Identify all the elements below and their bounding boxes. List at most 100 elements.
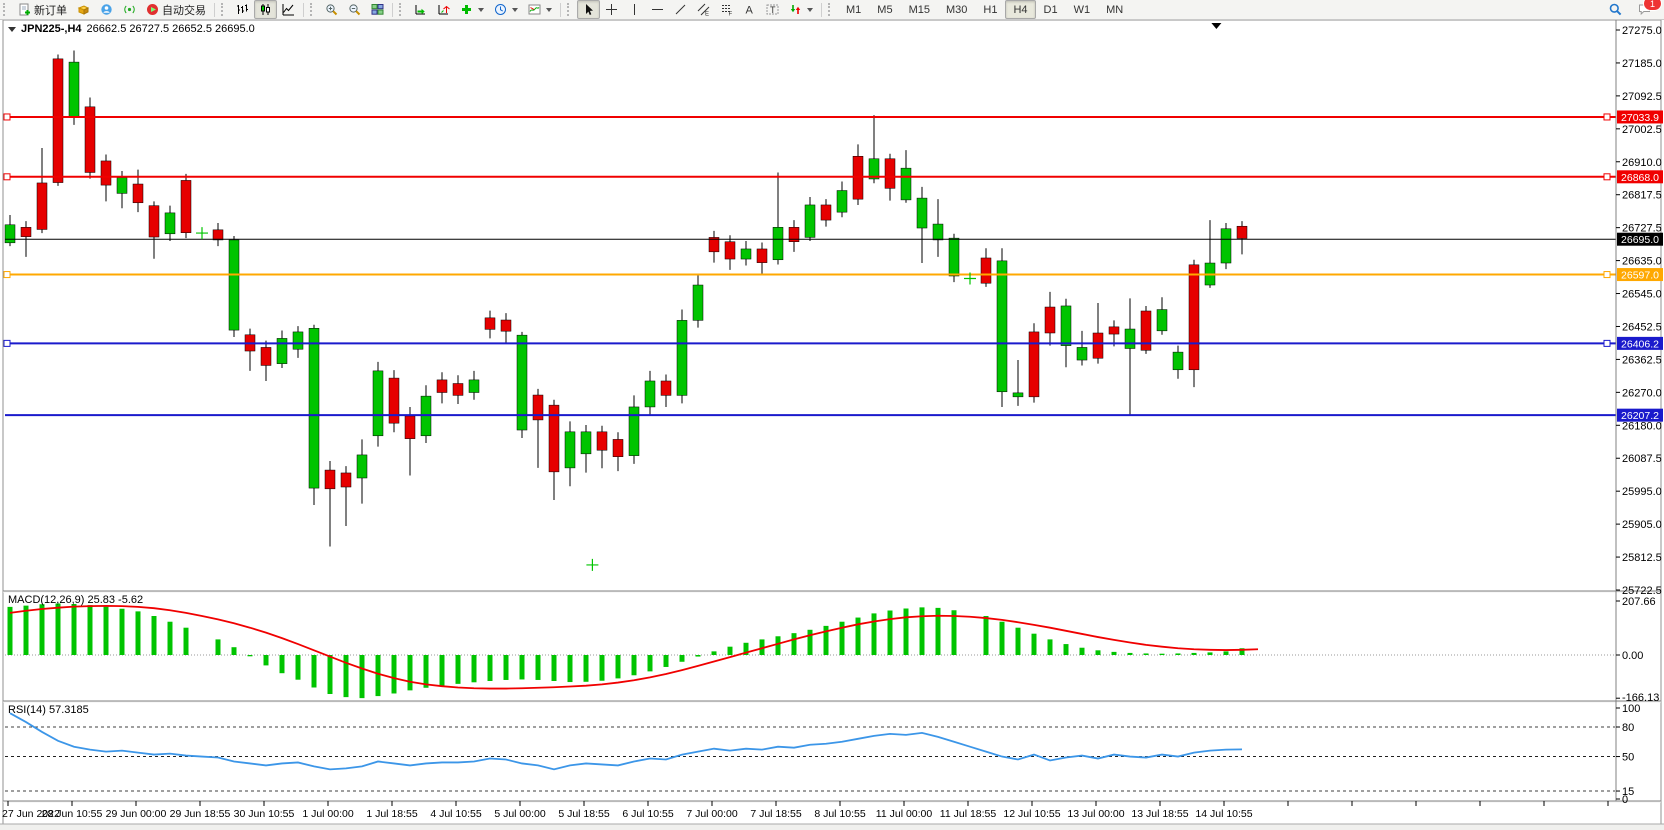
dropdown-caret-icon[interactable]	[512, 7, 518, 12]
horizontal-line-button[interactable]	[646, 0, 669, 19]
cross-marker-icon[interactable]	[586, 558, 599, 571]
toolbar-grip[interactable]	[221, 3, 228, 16]
timeframe-button-mn[interactable]: MN	[1106, 3, 1124, 16]
candle-body	[564, 431, 576, 469]
signals-button[interactable]	[118, 0, 141, 19]
dropdown-caret-icon[interactable]	[807, 7, 813, 12]
line-drag-handle[interactable]	[3, 271, 11, 279]
main-toolbar: 新订单 自动交易 E F A T M1 M5 M15 M30 H1 H4 D1 W1 MN 1	[0, 0, 1664, 20]
dropdown-caret-icon[interactable]	[546, 7, 552, 12]
candle-body	[804, 204, 816, 238]
toolbar-grip[interactable]	[399, 3, 406, 16]
price-axis-tick-label: 25812.5	[1622, 552, 1662, 564]
timeframe-button-w1[interactable]: W1	[1073, 3, 1091, 16]
candle-body	[916, 197, 928, 229]
toolbar-separator[interactable]	[214, 2, 215, 17]
svg-text:E: E	[705, 12, 709, 17]
timeframe-button-h1[interactable]: H1	[983, 3, 998, 16]
timeframe-button-m15[interactable]: M15	[908, 3, 930, 16]
svg-text:A: A	[746, 5, 754, 17]
toolbar-grip[interactable]	[828, 3, 835, 16]
time-axis-label: 13 Jul 00:00	[1067, 808, 1124, 820]
candle-body	[1124, 328, 1136, 349]
add-indicator-icon	[460, 3, 473, 16]
cursor-button[interactable]	[577, 0, 600, 19]
timeframe-button-d1[interactable]: D1	[1043, 3, 1058, 16]
timeframe-button-m5[interactable]: M5	[877, 3, 893, 16]
price-axis-tick-label: 25905.0	[1622, 519, 1662, 531]
time-axis-label: 1 Jul 18:55	[366, 808, 418, 820]
text-label-button[interactable]: T	[761, 0, 784, 19]
chart-menu-triangle-icon[interactable]	[8, 26, 16, 32]
zoom-out-button[interactable]	[343, 0, 366, 19]
line-drag-handle[interactable]	[3, 173, 11, 181]
fibonacci-button[interactable]: F	[715, 0, 738, 19]
timeframe-button-m30[interactable]: M30	[945, 3, 968, 16]
text-button[interactable]: A	[738, 0, 761, 19]
line-drag-handle[interactable]	[1603, 271, 1611, 279]
horizontal-line-icon	[651, 3, 664, 16]
line-chart-button[interactable]	[277, 0, 300, 19]
macd-indicator-label: MACD(12,26,9) 25.83 -5.62	[8, 594, 144, 606]
add-indicator-button[interactable]	[455, 0, 489, 19]
rsi-line	[9, 712, 1243, 771]
toolbar-grip[interactable]	[3, 3, 10, 16]
zoom-in-button[interactable]	[320, 0, 343, 19]
line-drag-handle[interactable]	[1603, 173, 1611, 181]
market-button[interactable]	[72, 0, 95, 19]
line-drag-handle[interactable]	[1603, 113, 1611, 121]
auto-scroll-button[interactable]	[409, 0, 432, 19]
periods-button[interactable]	[489, 0, 523, 19]
cursor-icon	[582, 3, 595, 16]
chart-canvas[interactable]: 27275.0 27185.0 27092.5 27002.5 26910.0 26817…	[0, 19, 1664, 830]
dropdown-caret-icon[interactable]	[478, 7, 484, 12]
zoom-out-icon	[348, 3, 361, 16]
time-axis-label: 11 Jul 00:00	[876, 808, 933, 820]
toolbar-separator[interactable]	[560, 2, 561, 17]
line-drag-handle[interactable]	[1603, 339, 1611, 347]
toolbar-separator[interactable]	[303, 2, 304, 17]
price-axis-tick-label: 26270.0	[1622, 387, 1662, 399]
candle-body	[356, 454, 368, 479]
tile-windows-button[interactable]	[366, 0, 389, 19]
cross-marker-icon[interactable]	[196, 227, 208, 240]
toolbar-grip[interactable]	[567, 3, 574, 16]
chart-window[interactable]: 27275.0 27185.0 27092.5 27002.5 26910.0 26817…	[0, 19, 1664, 830]
arrows-button[interactable]	[784, 0, 818, 19]
templates-button[interactable]	[523, 0, 557, 19]
toolbar-separator[interactable]	[821, 2, 822, 17]
timeframe-button-m1[interactable]: M1	[846, 3, 862, 16]
toolbar-right-group: 1	[1604, 0, 1664, 19]
trendline-button[interactable]	[669, 0, 692, 19]
crosshair-button[interactable]	[600, 0, 623, 19]
candle-body	[900, 167, 912, 201]
community-button[interactable]	[95, 0, 118, 19]
notifications-button[interactable]: 1	[1633, 0, 1662, 19]
cross-marker-icon[interactable]	[964, 272, 976, 285]
candle-body	[20, 227, 32, 237]
chart-shift-button[interactable]	[432, 0, 455, 19]
timeframe-button-h4[interactable]: H4	[1005, 0, 1036, 19]
candle-body	[596, 431, 608, 451]
toolbar-separator[interactable]	[392, 2, 393, 17]
new-order-icon	[18, 3, 31, 16]
new-order-button[interactable]: 新订单	[13, 0, 72, 19]
candle-body	[724, 241, 736, 260]
bar-chart-button[interactable]	[231, 0, 254, 19]
candlestick-icon	[259, 3, 272, 16]
line-drag-handle[interactable]	[3, 339, 11, 347]
bar-shift-marker-icon[interactable]	[1211, 23, 1222, 29]
auto-trading-button[interactable]: 自动交易	[141, 0, 211, 19]
toolbar-grip[interactable]	[310, 3, 317, 16]
price-line-badge-label: 26695.0	[1621, 234, 1659, 246]
candle-body	[452, 383, 464, 396]
candle-body	[36, 182, 48, 230]
equidistant-channel-button[interactable]: E	[692, 0, 715, 19]
search-button[interactable]	[1604, 0, 1627, 19]
macd-axis-tick-label: -166.13	[1622, 692, 1659, 704]
line-drag-handle[interactable]	[3, 113, 11, 121]
candle-body	[324, 469, 336, 490]
vertical-line-button[interactable]	[623, 0, 646, 19]
time-axis-label: 7 Jul 18:55	[750, 808, 802, 820]
candlestick-button[interactable]	[254, 0, 277, 19]
